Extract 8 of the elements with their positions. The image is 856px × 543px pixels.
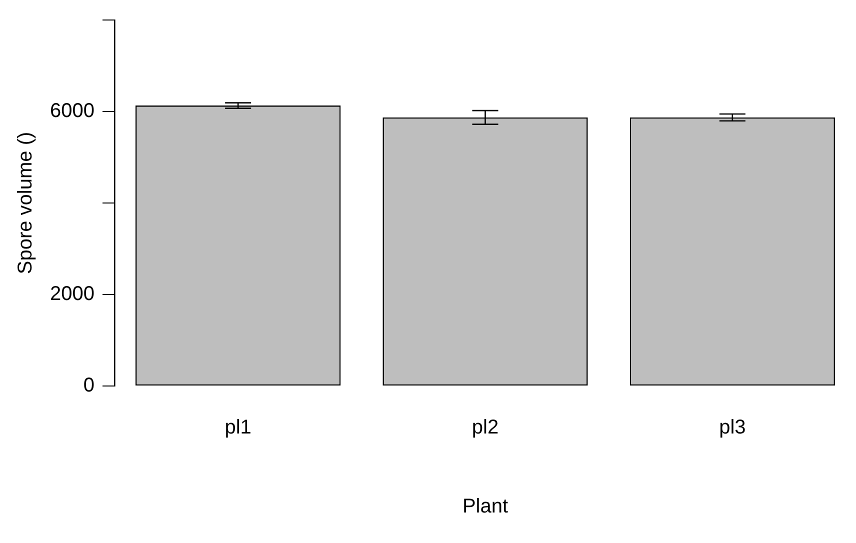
x-tick-label: pl3 (719, 416, 746, 439)
x-tick-label: pl1 (224, 416, 252, 439)
y-axis-title: Spore volume () (14, 132, 37, 274)
x-tick-label: pl2 (472, 416, 499, 439)
x-axis-title: Plant (462, 496, 508, 518)
y-tick-label: 0 (83, 374, 94, 397)
y-tick-label: 6000 (50, 100, 94, 122)
y-tick-label: 2000 (50, 283, 94, 306)
